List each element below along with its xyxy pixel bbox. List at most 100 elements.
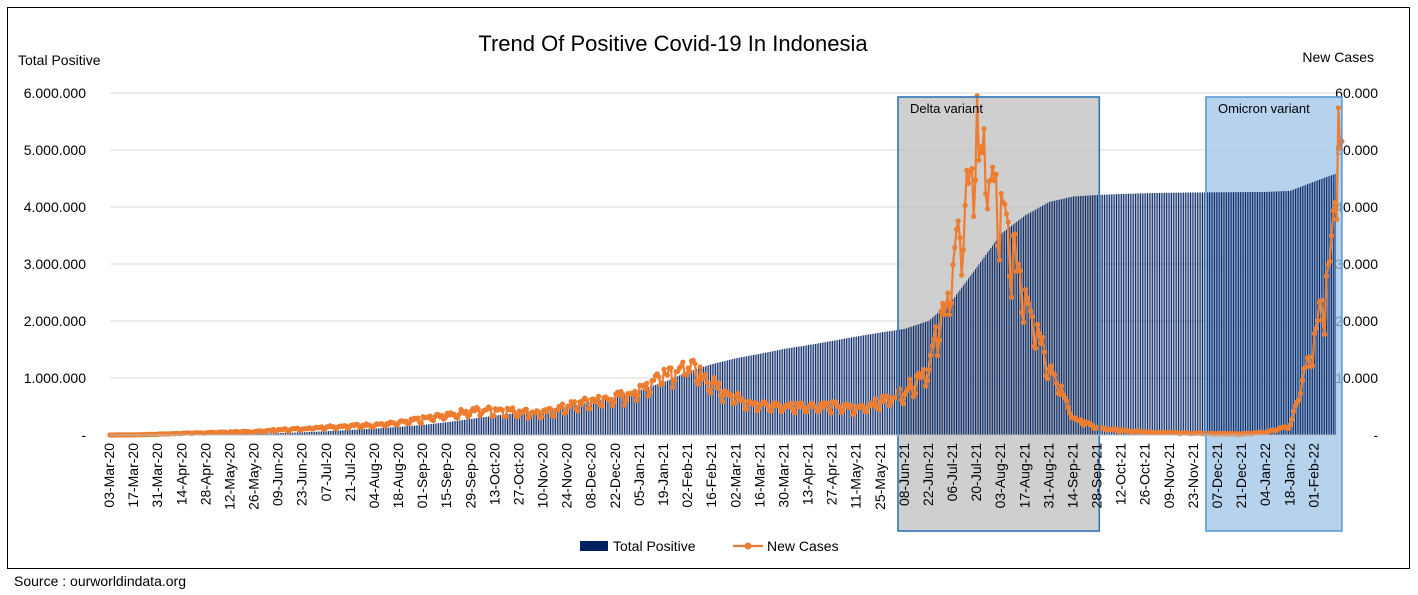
total-positive-bar	[377, 428, 379, 435]
total-positive-bar	[326, 431, 328, 435]
total-positive-bar	[310, 431, 312, 435]
total-positive-bar	[871, 333, 873, 435]
total-positive-bar	[840, 339, 842, 435]
y-tick-label-right: 30.000	[1335, 256, 1378, 272]
new-cases-point	[1330, 208, 1336, 214]
total-positive-bar	[558, 407, 560, 435]
total-positive-bar	[1036, 208, 1038, 435]
total-positive-bar	[857, 336, 859, 435]
total-positive-bar	[656, 384, 658, 435]
total-positive-bar	[637, 390, 639, 435]
total-positive-bar	[348, 429, 350, 435]
total-positive-bar	[1066, 197, 1068, 435]
total-positive-bar	[821, 342, 823, 435]
total-positive-bar	[856, 336, 858, 435]
total-positive-bar	[1193, 192, 1195, 435]
total-positive-bar	[419, 425, 421, 435]
total-positive-bar	[1191, 192, 1193, 435]
total-positive-bar	[560, 407, 562, 435]
new-cases-point	[647, 389, 653, 395]
total-positive-bar	[551, 408, 553, 435]
total-positive-bar	[398, 426, 400, 435]
new-cases-point	[731, 401, 738, 407]
total-positive-bar	[563, 406, 565, 435]
x-tick-label: 04-Jan-22	[1257, 443, 1273, 506]
total-positive-bar	[322, 431, 324, 435]
total-positive-bar	[506, 414, 508, 435]
total-positive-bar	[338, 430, 340, 435]
total-positive-bar	[672, 378, 674, 435]
total-positive-bar	[701, 367, 703, 435]
total-positive-bar	[947, 303, 949, 435]
total-positive-bar	[1239, 192, 1241, 435]
total-positive-bar	[1234, 192, 1236, 435]
total-positive-bar	[1110, 194, 1112, 435]
total-positive-bar	[340, 430, 342, 435]
total-positive-bar	[353, 429, 355, 435]
total-positive-bar	[1079, 196, 1081, 435]
total-positive-bar	[1074, 196, 1076, 435]
new-cases-point	[900, 401, 906, 407]
total-positive-bar	[460, 420, 462, 435]
new-cases-point	[864, 409, 870, 415]
new-cases-point	[1029, 314, 1035, 320]
total-positive-bar	[1171, 192, 1173, 435]
total-positive-bar	[1212, 192, 1214, 435]
new-cases-point	[984, 206, 991, 212]
total-positive-bar	[362, 429, 364, 435]
total-positive-bar	[882, 332, 883, 435]
total-positive-bar	[1202, 192, 1204, 435]
new-cases-point	[1021, 319, 1027, 325]
total-positive-bar	[605, 398, 606, 435]
total-positive-bar	[1133, 193, 1135, 435]
total-positive-bar	[405, 426, 407, 435]
total-positive-bar	[761, 353, 763, 435]
total-positive-bar	[641, 389, 643, 435]
total-positive-bar	[1042, 205, 1043, 435]
total-positive-bar	[279, 433, 281, 435]
total-positive-bar	[1195, 192, 1197, 435]
total-positive-bar	[415, 425, 417, 435]
total-positive-bar	[974, 269, 976, 435]
total-positive-bar	[1016, 221, 1018, 435]
total-positive-bar	[866, 334, 868, 435]
y-axis-label-left: Total Positive	[18, 52, 101, 68]
total-positive-bar	[1277, 191, 1279, 435]
total-positive-bar	[1141, 193, 1143, 435]
new-cases-point	[861, 405, 867, 411]
new-cases-point	[991, 178, 997, 184]
total-positive-bar	[763, 353, 765, 435]
new-cases-point	[938, 308, 944, 314]
total-positive-bar	[1251, 192, 1253, 435]
total-positive-bar	[828, 341, 830, 435]
total-positive-bar	[1327, 176, 1329, 435]
total-positive-bar	[744, 356, 746, 435]
total-positive-bar	[1215, 192, 1217, 435]
total-positive-bar	[300, 432, 302, 435]
total-positive-bar	[768, 352, 770, 435]
total-positive-bar	[262, 433, 264, 435]
total-positive-bar	[536, 410, 538, 435]
total-positive-bar	[990, 247, 992, 435]
new-cases-point	[978, 144, 984, 150]
new-cases-point	[959, 272, 965, 278]
total-positive-bar	[350, 429, 352, 435]
total-positive-bar	[995, 240, 997, 435]
total-positive-bar	[1122, 193, 1124, 435]
total-positive-bar	[618, 395, 620, 435]
new-cases-point	[921, 366, 927, 372]
new-cases-point	[1017, 268, 1023, 274]
total-positive-bar	[267, 433, 269, 435]
total-positive-bar	[417, 425, 419, 435]
total-positive-bar	[696, 368, 698, 435]
total-positive-bar	[892, 330, 894, 435]
total-positive-bar	[407, 426, 409, 435]
total-positive-bar	[271, 433, 273, 435]
total-positive-bar	[775, 350, 777, 435]
total-positive-bar	[1024, 215, 1026, 435]
total-positive-bar	[1167, 192, 1169, 435]
x-tick-label: 29-Sep-20	[462, 443, 478, 509]
total-positive-bar	[517, 412, 519, 435]
total-positive-bar	[1172, 192, 1174, 435]
total-positive-bar	[610, 397, 612, 435]
